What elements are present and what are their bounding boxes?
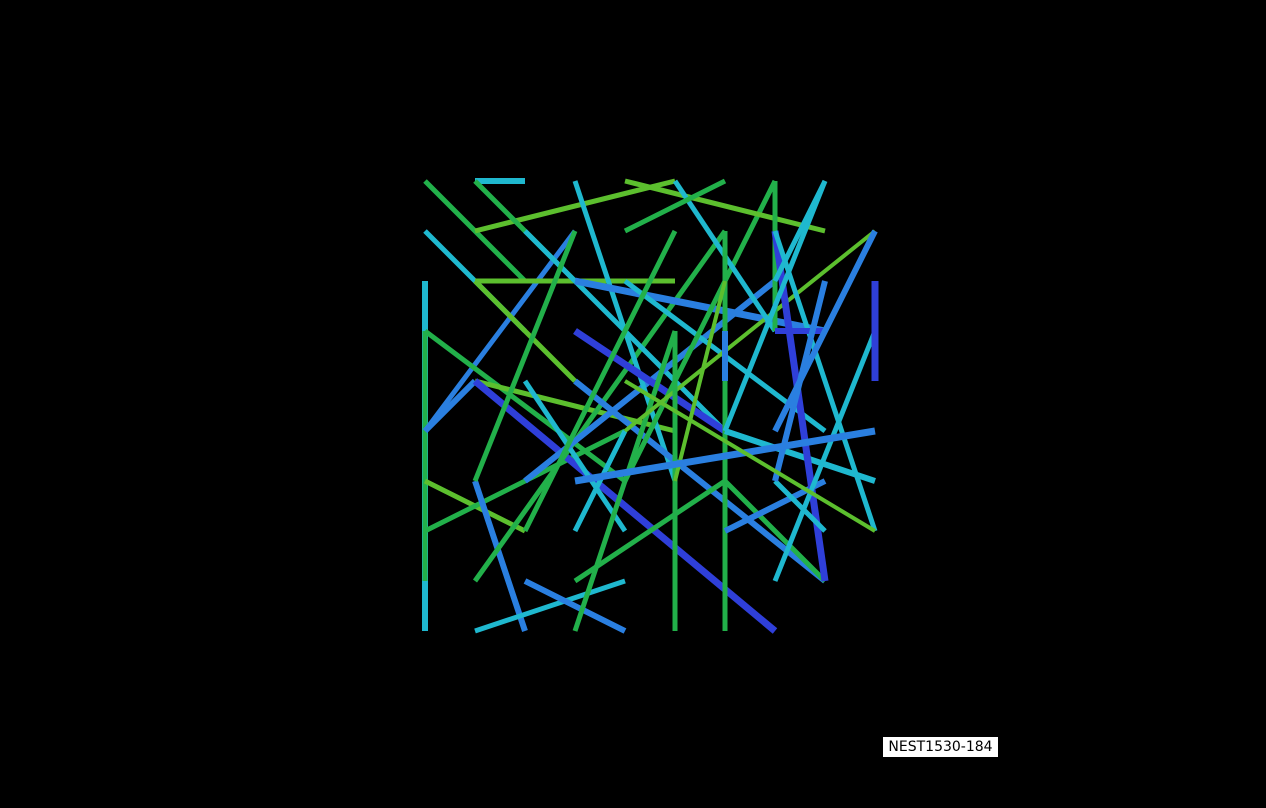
- stick-line: [522, 229, 678, 533]
- stick-line: [574, 277, 826, 335]
- stick-line: [722, 180, 828, 432]
- stick-line: [423, 329, 627, 483]
- stick-line: [473, 279, 577, 383]
- stick-line: [474, 578, 626, 634]
- stick-line: [572, 429, 628, 533]
- stick-line: [472, 480, 528, 632]
- stick-line: [724, 428, 876, 484]
- stick-line: [574, 427, 876, 485]
- stick-line: [573, 478, 727, 584]
- stick-line: [623, 379, 877, 533]
- stick-line: [523, 578, 627, 634]
- stick-line: [474, 178, 676, 234]
- stick-line: [623, 178, 727, 234]
- stick-line: [622, 179, 778, 483]
- stick-line: [772, 229, 878, 433]
- stick-line: [772, 330, 878, 582]
- stick-line: [773, 479, 827, 533]
- stick-line: [522, 379, 628, 533]
- stick-line: [723, 479, 827, 583]
- stick-line: [573, 378, 827, 584]
- stick-line: [423, 229, 577, 433]
- stick-line: [624, 178, 826, 234]
- image-id-label: NEST1530-184: [883, 737, 998, 757]
- stick-line: [472, 230, 578, 482]
- stick-line: [474, 378, 676, 434]
- stick-line: [573, 328, 727, 434]
- stick-line: [623, 229, 877, 433]
- stick-line: [772, 230, 878, 532]
- stick-line: [673, 280, 727, 482]
- stick-line: [472, 229, 728, 583]
